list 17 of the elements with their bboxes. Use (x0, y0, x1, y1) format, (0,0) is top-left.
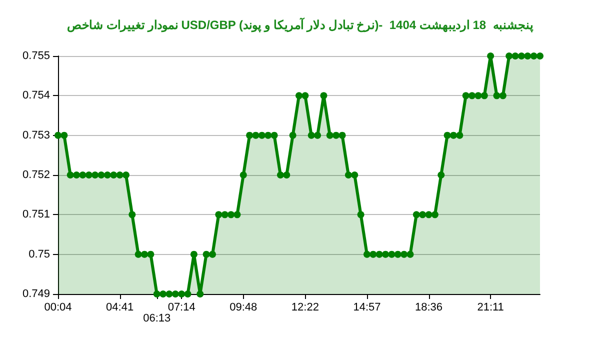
y-tick-label: 0.754 (22, 90, 50, 102)
y-tick-label: 0.751 (22, 208, 50, 221)
y-tick-label: 0.753 (22, 129, 50, 142)
x-tick-label: 06:13 (143, 312, 171, 324)
x-tick-label: 18:36 (415, 302, 443, 314)
x-tick-label: 04:41 (106, 302, 134, 314)
x-tick-label: 09:48 (230, 302, 258, 314)
x-tick-label: 21:11 (477, 302, 504, 314)
y-tick-label: 0.75 (28, 248, 50, 260)
x-tick-label: 14:57 (353, 302, 381, 314)
chart-title: نمودار تغییرات شاخص USD/GBP (نرخ تبادل دلار آمریکا و پوند)- پنجشنبه 18 اردیبهشت 1404 (67, 16, 534, 33)
x-tick-label: 07:14 (168, 302, 196, 314)
y-tick-label: 0.752 (22, 169, 50, 181)
x-tick-label: 00:04 (44, 302, 72, 314)
y-tick-label: 0.749 (22, 288, 50, 300)
y-tick-label: 0.755 (22, 50, 50, 62)
x-tick-label: 12:22 (291, 302, 319, 314)
